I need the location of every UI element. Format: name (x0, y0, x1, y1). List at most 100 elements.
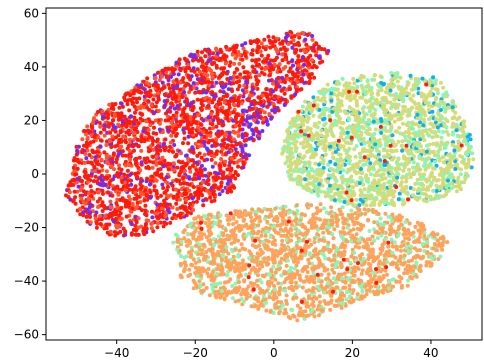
scatter-point (200, 50, 204, 55)
scatter-point (165, 184, 170, 189)
scatter-point (466, 148, 471, 153)
scatter-point (411, 139, 416, 144)
scatter-point (441, 85, 446, 90)
scatter-point (221, 152, 226, 157)
scatter-point (385, 100, 390, 105)
scatter-point (287, 69, 292, 74)
scatter-point (334, 179, 339, 184)
scatter-point (170, 216, 175, 221)
scatter-point (319, 128, 324, 133)
scatter-point (354, 111, 359, 116)
scatter-point (178, 119, 183, 124)
scatter-point (296, 174, 301, 179)
scatter-point (280, 58, 285, 63)
scatter-point (177, 97, 182, 102)
scatter-point (208, 126, 212, 131)
scatter-point (115, 184, 120, 189)
scatter-point (217, 97, 222, 102)
scatter-point (369, 148, 374, 153)
scatter-point (406, 81, 411, 86)
scatter-point (436, 129, 441, 134)
scatter-point (104, 159, 109, 164)
scatter-point (186, 134, 191, 139)
scatter-point (347, 141, 352, 146)
scatter-point (315, 206, 319, 210)
scatter-point (299, 76, 304, 81)
scatter-point (126, 163, 131, 168)
scatter-point (401, 88, 406, 93)
scatter-point (151, 160, 155, 165)
scatter-point (94, 149, 99, 154)
scatter-point (364, 179, 369, 183)
scatter-point (411, 160, 416, 165)
scatter-point (241, 94, 246, 99)
scatter-point (386, 189, 390, 194)
scatter-point (163, 93, 168, 98)
scatter-point (199, 143, 204, 148)
scatter-point (297, 35, 302, 40)
scatter-point (333, 162, 338, 167)
scatter-point (94, 210, 99, 215)
scatter-point (168, 93, 173, 98)
scatter-point (347, 161, 351, 166)
scatter-point (189, 68, 194, 73)
scatter-point (113, 233, 118, 238)
scatter-point (132, 128, 137, 132)
scatter-point (208, 130, 213, 135)
scatter-point (107, 102, 112, 107)
scatter-point (353, 181, 358, 186)
scatter-point (99, 157, 104, 162)
scatter-point (226, 87, 231, 92)
scatter-point (100, 178, 105, 183)
scatter-point (401, 104, 406, 109)
scatter-point (200, 193, 204, 198)
scatter-point (112, 230, 117, 234)
scatter-point (403, 130, 408, 135)
scatter-point (136, 121, 141, 126)
scatter-point (162, 104, 167, 109)
scatter-point (180, 94, 185, 99)
scatter-point (178, 211, 183, 216)
scatter-point (218, 168, 223, 173)
scatter-point (79, 185, 84, 190)
scatter-point (263, 47, 268, 52)
scatter-point (394, 148, 399, 153)
scatter-point (335, 223, 340, 228)
scatter-point (397, 125, 402, 130)
scatter-point (408, 96, 413, 101)
scatter-point (461, 160, 466, 165)
scatter-point (193, 141, 198, 146)
scatter-point (312, 75, 317, 80)
scatter-point (264, 119, 269, 124)
scatter-point (405, 123, 410, 128)
scatter-point (137, 96, 142, 101)
scatter-point (180, 186, 185, 191)
scatter-point (178, 68, 183, 73)
scatter-point (437, 172, 442, 177)
scatter-point (328, 159, 333, 164)
scatter-point (201, 130, 206, 135)
scatter-point (98, 144, 103, 149)
scatter-point (78, 207, 83, 212)
scatter-point (196, 125, 201, 130)
scatter-point (105, 230, 110, 235)
scatter-point (395, 170, 400, 175)
scatter-point (179, 151, 183, 156)
scatter-point (166, 108, 171, 112)
scatter-point (439, 135, 444, 140)
scatter-point (441, 194, 446, 199)
scatter-point (220, 105, 225, 110)
scatter-point (252, 69, 256, 74)
scatter-point (308, 127, 313, 132)
scatter-point (239, 153, 243, 157)
scatter-point (98, 124, 103, 129)
scatter-point (421, 128, 426, 133)
scatter-point (292, 116, 297, 121)
scatter-point (301, 141, 306, 146)
scatter-point (228, 76, 233, 80)
scatter-point (296, 54, 301, 59)
scatter-point (390, 149, 395, 154)
scatter-point (132, 148, 136, 153)
scatter-point (301, 72, 306, 77)
